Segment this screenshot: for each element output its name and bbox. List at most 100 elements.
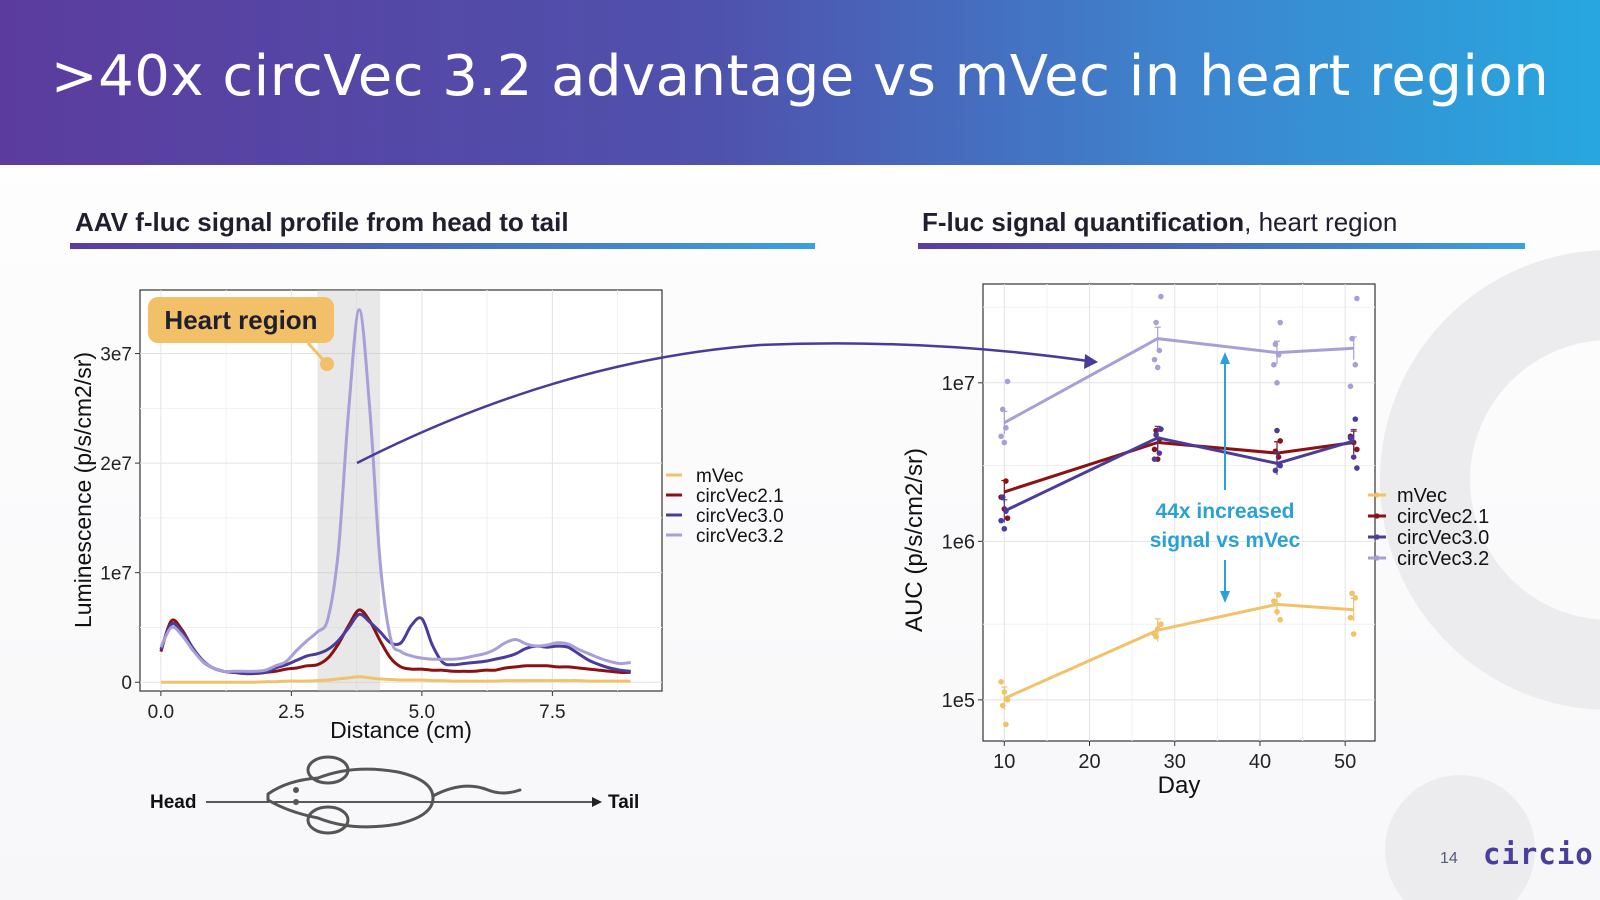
data-point xyxy=(1347,614,1354,621)
data-point xyxy=(1274,427,1280,434)
x-tick-label: 50 xyxy=(1334,751,1356,773)
x-tick-label: 40 xyxy=(1249,751,1271,773)
data-point xyxy=(998,433,1004,440)
legend-label-mvec: mVec xyxy=(1397,485,1447,507)
right-heading-rest: , heart region xyxy=(1244,207,1398,237)
data-point xyxy=(1354,446,1360,453)
y-tick-label: 1e5 xyxy=(942,690,975,712)
data-point xyxy=(1274,608,1280,615)
y-axis-title: Luminescence (p/s/cm2/sr) xyxy=(70,352,96,628)
y-axis-title: AUC (p/s/cm2/sr) xyxy=(901,448,928,632)
annotation-line-2: signal vs mVec xyxy=(1150,529,1301,552)
x-tick-label: 7.5 xyxy=(539,702,565,723)
data-point xyxy=(1277,319,1283,326)
right-heading-bold: F-luc signal quantification xyxy=(922,207,1245,237)
data-point xyxy=(1004,378,1011,385)
data-point xyxy=(1003,478,1009,484)
data-point xyxy=(1277,616,1283,623)
data-point xyxy=(1004,697,1011,703)
legend-label-circvec3-0: circVec3.0 xyxy=(1397,527,1489,549)
decorative-ring-small xyxy=(1385,775,1535,900)
circio-logo: circio xyxy=(1483,837,1594,871)
data-point xyxy=(1151,356,1158,363)
mean-line-mvec xyxy=(1003,602,1354,700)
data-point xyxy=(1354,295,1360,302)
legend-dot xyxy=(1374,534,1380,540)
legend-label-circvec3-0: circVec3.0 xyxy=(696,506,784,527)
y-tick-label: 2e7 xyxy=(100,454,132,475)
y-tick-label: 0 xyxy=(121,673,132,694)
data-point xyxy=(1274,379,1280,386)
mean-line-circvec2-1 xyxy=(1003,441,1354,494)
x-tick-label: 0.0 xyxy=(148,702,174,723)
slide-title: >40x circVec 3.2 advantage vs mVec in he… xyxy=(50,44,1550,109)
x-tick-label: 10 xyxy=(993,751,1015,773)
callout-pointer xyxy=(306,341,334,371)
series-circvec3-0 xyxy=(998,416,1360,532)
data-point xyxy=(1354,465,1360,471)
data-point xyxy=(1277,462,1283,469)
data-point xyxy=(999,702,1006,709)
series-line-mvec xyxy=(160,675,631,684)
series-line-circvec3-2 xyxy=(159,308,631,674)
data-point xyxy=(998,678,1004,685)
data-point xyxy=(1154,364,1161,371)
data-point xyxy=(1001,689,1008,695)
data-point xyxy=(1352,595,1359,601)
data-point xyxy=(1003,508,1009,514)
data-point xyxy=(1158,426,1164,432)
data-point xyxy=(1349,590,1355,597)
data-point xyxy=(1156,347,1163,354)
y-tick-label: 1e7 xyxy=(942,373,975,395)
y-tick-label: 3e7 xyxy=(100,345,132,366)
head-label: Head xyxy=(150,792,197,813)
data-point xyxy=(1151,446,1158,453)
series-line-circvec3-0 xyxy=(159,612,631,676)
legend-dot xyxy=(1374,513,1380,519)
data-point xyxy=(1352,416,1359,422)
legend-label-circvec2-1: circVec2.1 xyxy=(1397,506,1489,528)
left-heading-text: AAV f-luc signal profile from head to ta… xyxy=(75,207,569,237)
data-point xyxy=(1001,439,1008,446)
fold-change-annotation: 44x increased signal vs mVec xyxy=(1150,352,1301,603)
data-point xyxy=(1352,361,1359,368)
plot-panel xyxy=(139,289,663,692)
mean-line-circvec3-0 xyxy=(1003,436,1355,513)
mouse-icon xyxy=(266,755,522,835)
data-point xyxy=(1347,434,1354,441)
series-mvec xyxy=(998,590,1359,728)
heart-region-callout: Heart region xyxy=(148,297,334,343)
page-number: 14 xyxy=(1440,850,1458,867)
callout-label: Heart region xyxy=(164,305,318,335)
tail-label: Tail xyxy=(608,792,640,813)
data-point xyxy=(1275,591,1282,598)
title-banner: >40x circVec 3.2 advantage vs mVec in he… xyxy=(0,0,1600,165)
x-tick-label: 2.5 xyxy=(278,702,304,723)
legend-label-circvec3-2: circVec3.2 xyxy=(1397,548,1489,570)
data-point xyxy=(1153,633,1159,640)
data-point xyxy=(1004,515,1011,521)
data-point xyxy=(1275,352,1282,358)
x-axis-title: Day xyxy=(1158,772,1201,799)
x-tick-label: 20 xyxy=(1078,751,1100,773)
data-point xyxy=(1156,450,1163,456)
data-point xyxy=(1271,598,1277,604)
data-point xyxy=(999,494,1006,500)
x-tick-label: 30 xyxy=(1164,751,1186,773)
annotation-line-1: 44x increased xyxy=(1156,500,1295,523)
data-point xyxy=(999,406,1006,413)
data-point xyxy=(1003,721,1009,728)
data-point xyxy=(1151,456,1158,462)
data-point xyxy=(1350,631,1357,637)
y-tick-label: 1e7 xyxy=(100,564,132,585)
data-point xyxy=(1271,361,1277,368)
data-point xyxy=(1350,454,1357,460)
left-panel-heading: AAV f-luc signal profile from head to ta… xyxy=(75,207,569,238)
data-point xyxy=(1003,425,1009,431)
legend-label-circvec3-2: circVec3.2 xyxy=(696,526,784,547)
data-point xyxy=(1272,467,1279,474)
data-point xyxy=(1349,335,1355,342)
